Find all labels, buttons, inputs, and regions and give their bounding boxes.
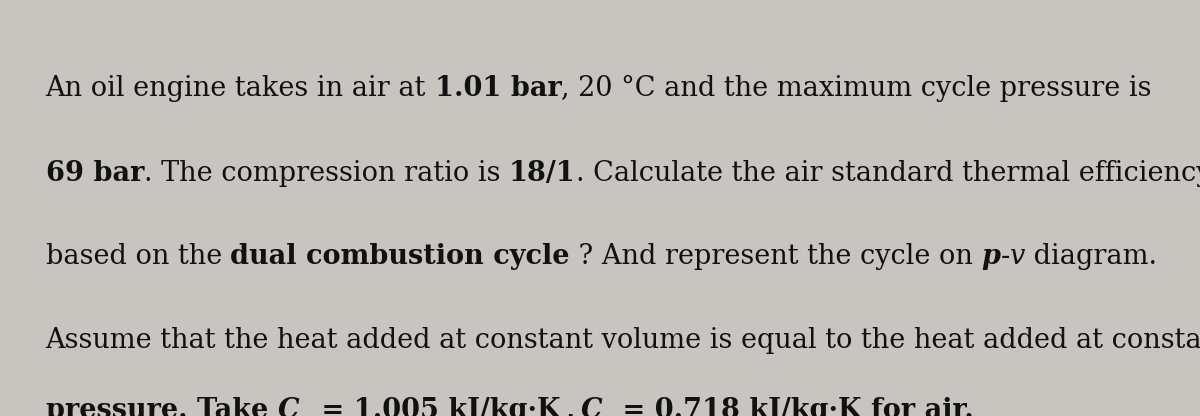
- Text: C: C: [277, 397, 299, 416]
- Text: diagram.: diagram.: [1025, 243, 1157, 270]
- Text: ? And represent the cycle on: ? And represent the cycle on: [570, 243, 982, 270]
- Text: based on the: based on the: [46, 243, 230, 270]
- Text: pressure. Take: pressure. Take: [46, 397, 277, 416]
- Text: = 0.718 kJ/kg·K for air.: = 0.718 kJ/kg·K for air.: [613, 397, 974, 416]
- Text: p: p: [982, 243, 1001, 270]
- Text: C: C: [581, 397, 602, 416]
- Text: dual combustion cycle: dual combustion cycle: [230, 243, 570, 270]
- Text: v: v: [1009, 243, 1025, 270]
- Text: Assume that the heat added at constant volume is equal to the heat added at cons: Assume that the heat added at constant v…: [46, 327, 1200, 354]
- Text: 1.01 bar: 1.01 bar: [434, 75, 562, 102]
- Text: -: -: [1001, 243, 1009, 270]
- Text: = 1.005 kJ/kg·K ,: = 1.005 kJ/kg·K ,: [312, 397, 581, 416]
- Text: 69 bar: 69 bar: [46, 160, 144, 187]
- Text: . Calculate the air standard thermal efficiency: . Calculate the air standard thermal eff…: [576, 160, 1200, 187]
- Text: 18/1: 18/1: [509, 160, 576, 187]
- Text: . The compression ratio is: . The compression ratio is: [144, 160, 509, 187]
- Text: , 20 °C and the maximum cycle pressure is: , 20 °C and the maximum cycle pressure i…: [562, 75, 1152, 102]
- Text: An oil engine takes in air at: An oil engine takes in air at: [46, 75, 434, 102]
